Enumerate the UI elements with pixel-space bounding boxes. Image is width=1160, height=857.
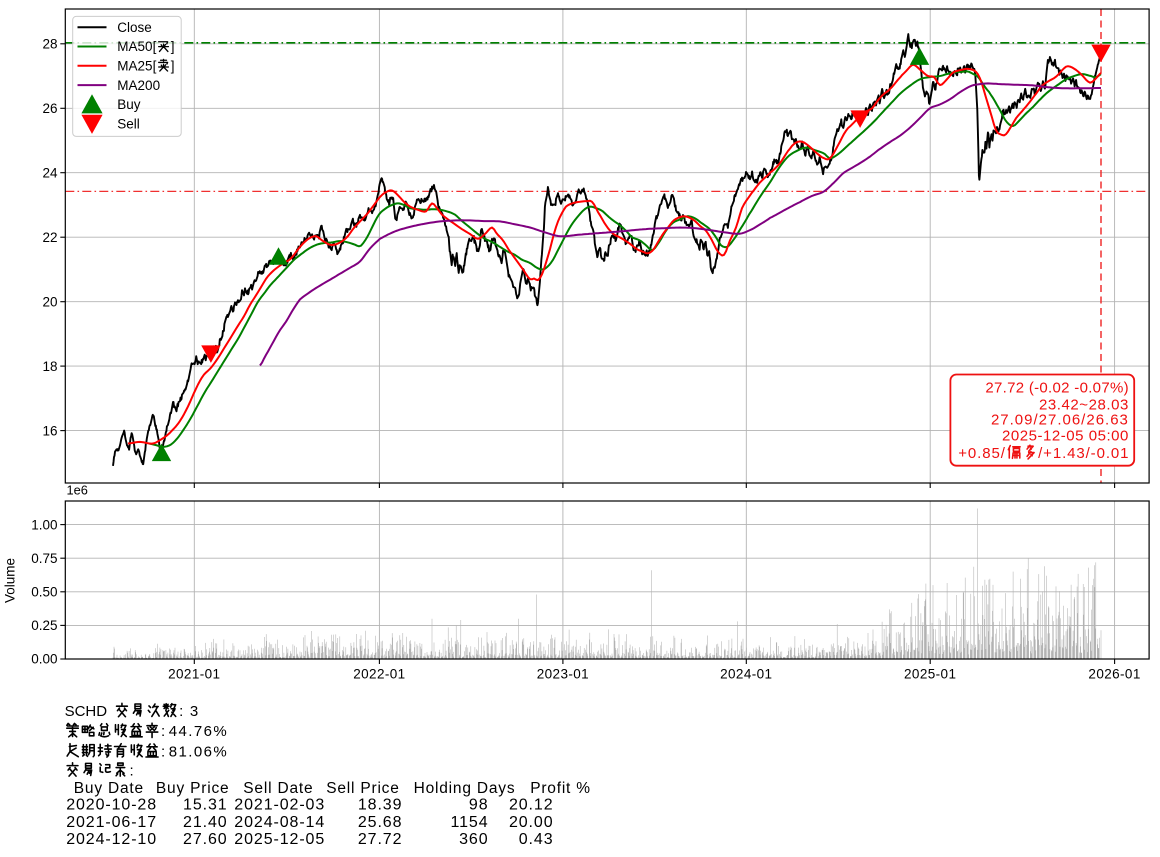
svg-text:0.00: 0.00: [31, 652, 57, 667]
svg-text:18.39: 18.39: [358, 797, 403, 814]
svg-text:Sell: Sell: [117, 116, 140, 131]
svg-text:2022-01: 2022-01: [353, 667, 405, 682]
svg-text:28: 28: [42, 37, 57, 52]
svg-text:27.72: 27.72: [358, 831, 403, 848]
svg-text:Profit %: Profit %: [530, 780, 591, 797]
svg-text:20.12: 20.12: [509, 797, 554, 814]
svg-text:27.09/27.06/26.63: 27.09/27.06/26.63: [991, 412, 1129, 429]
svg-text:81.06%: 81.06%: [169, 743, 228, 760]
svg-text::: :: [130, 763, 134, 780]
svg-text:24: 24: [42, 165, 58, 180]
svg-text:/+1.43/-0.01: /+1.43/-0.01: [1038, 445, 1129, 462]
svg-text:1.00: 1.00: [31, 517, 57, 532]
svg-text:2021-02-03: 2021-02-03: [234, 797, 325, 814]
svg-text:MA200: MA200: [117, 78, 160, 93]
svg-text:Close: Close: [117, 20, 152, 35]
svg-text:Sell Date: Sell Date: [243, 780, 313, 797]
svg-text:21.40: 21.40: [183, 814, 228, 831]
svg-text:22: 22: [42, 230, 57, 245]
svg-text:23.42~28.03: 23.42~28.03: [1039, 396, 1129, 413]
svg-text:Sell Price: Sell Price: [326, 780, 399, 797]
svg-text:: 3: : 3: [179, 703, 199, 720]
svg-text:0.43: 0.43: [519, 831, 554, 848]
svg-text:16: 16: [42, 423, 57, 438]
svg-text:20.00: 20.00: [509, 814, 554, 831]
svg-text:SCHD: SCHD: [65, 703, 108, 720]
svg-text:Volume: Volume: [3, 558, 18, 603]
svg-text:Buy Price: Buy Price: [156, 780, 230, 797]
svg-text:+0.85/: +0.85/: [958, 445, 1006, 462]
svg-text:]: ]: [171, 39, 175, 54]
svg-text:20: 20: [42, 294, 57, 309]
svg-text:2025-12-05: 2025-12-05: [234, 831, 325, 848]
svg-text:1e6: 1e6: [67, 483, 88, 498]
svg-text:2024-01: 2024-01: [720, 667, 772, 682]
svg-text:18: 18: [42, 359, 57, 374]
svg-text:2020-10-28: 2020-10-28: [66, 797, 157, 814]
svg-text:2025-12-05 05:00: 2025-12-05 05:00: [1002, 428, 1129, 445]
svg-text:0.25: 0.25: [31, 618, 57, 633]
svg-text:0.75: 0.75: [31, 551, 57, 566]
svg-text:MA50[: MA50[: [117, 39, 156, 54]
svg-text:Buy Date: Buy Date: [74, 780, 144, 797]
svg-text:2021-01: 2021-01: [168, 667, 220, 682]
svg-text::: :: [161, 723, 166, 740]
svg-text:2021-06-17: 2021-06-17: [66, 814, 157, 831]
svg-text:2023-01: 2023-01: [537, 667, 589, 682]
svg-text:25.68: 25.68: [358, 814, 403, 831]
svg-text:98: 98: [469, 797, 489, 814]
svg-text:2026-01: 2026-01: [1088, 667, 1140, 682]
svg-text:2024-12-10: 2024-12-10: [66, 831, 157, 848]
svg-text:]: ]: [171, 59, 175, 74]
svg-text:1154: 1154: [450, 814, 488, 831]
svg-text:0.50: 0.50: [31, 585, 57, 600]
svg-text:27.60: 27.60: [183, 831, 228, 848]
svg-text:MA25[: MA25[: [117, 59, 156, 74]
svg-text:2025-01: 2025-01: [904, 667, 956, 682]
svg-text:Holding Days: Holding Days: [414, 780, 516, 797]
svg-text:Buy: Buy: [117, 97, 141, 112]
svg-text:15.31: 15.31: [183, 797, 228, 814]
svg-text:360: 360: [459, 831, 488, 848]
svg-text:27.72 (-0.02 -0.07%): 27.72 (-0.02 -0.07%): [985, 380, 1129, 397]
svg-text:26: 26: [42, 101, 57, 116]
svg-text:44.76%: 44.76%: [169, 723, 228, 740]
svg-text::: :: [161, 743, 166, 760]
svg-text:2024-08-14: 2024-08-14: [234, 814, 325, 831]
